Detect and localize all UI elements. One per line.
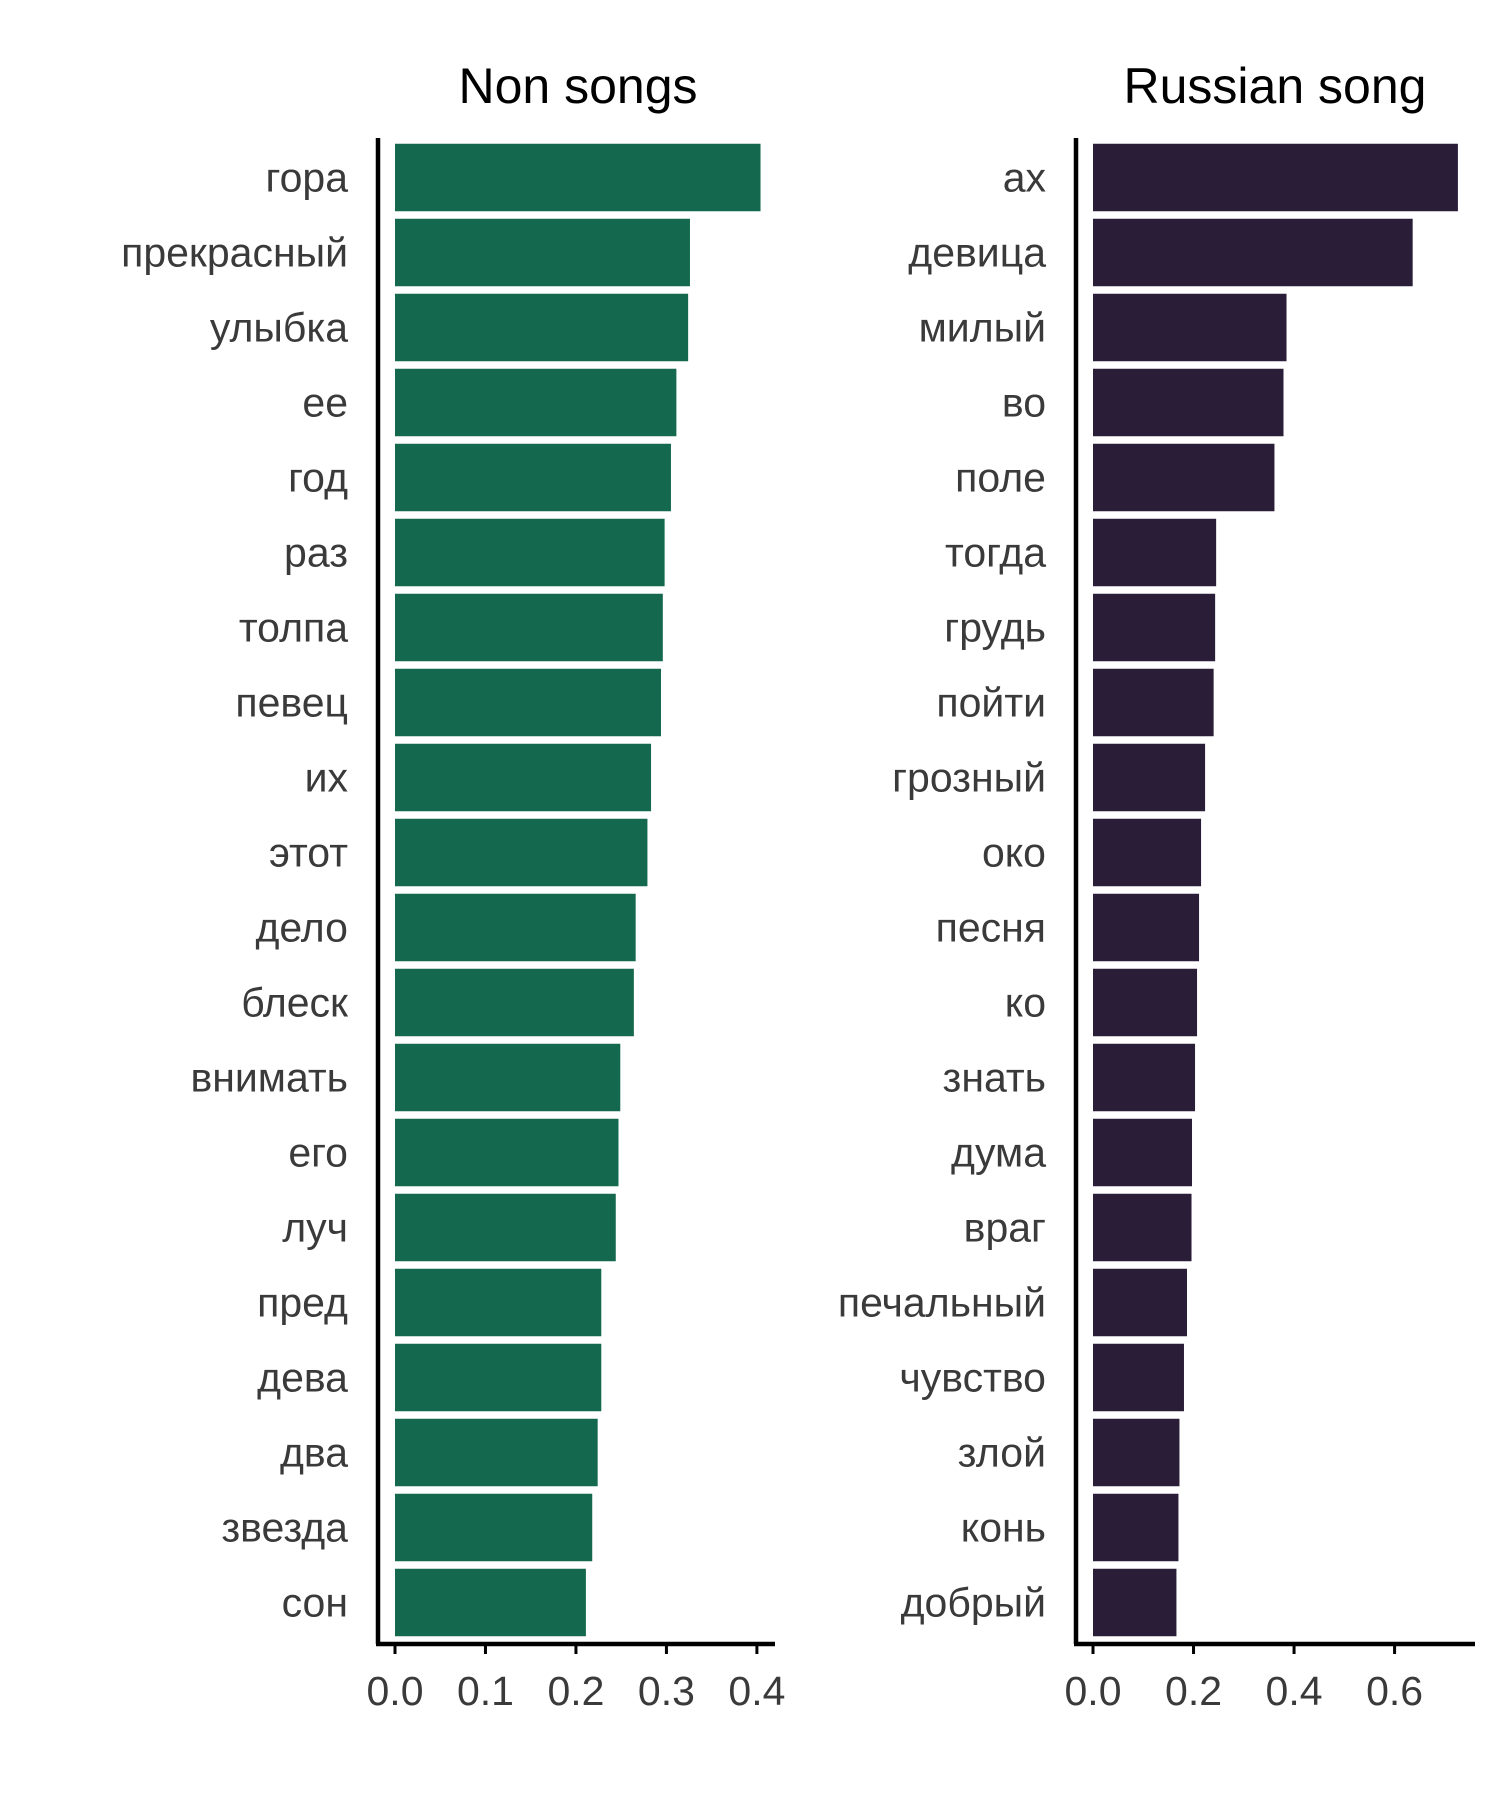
category-label: толпа [239,605,348,651]
x-tick-label: 0.4 [1266,1668,1323,1714]
bar-раз [395,518,665,587]
bar-песня [1093,893,1200,962]
category-label: во [1002,380,1046,426]
x-tick-label: 0.3 [638,1668,695,1714]
category-label: грозный [892,755,1046,801]
category-label: его [288,1130,348,1176]
bar-грозный [1093,743,1206,812]
bar-ко [1093,968,1198,1037]
bar-дело [395,893,636,962]
category-label: звезда [221,1505,348,1551]
category-label: пред [257,1280,348,1326]
bar-два [395,1418,598,1487]
bar-его [395,1118,619,1187]
bar-год [395,443,671,512]
bar-внимать [395,1043,621,1112]
bar-печальный [1093,1268,1187,1337]
category-label: гора [266,155,349,201]
category-label: блеск [241,980,349,1026]
category-label: песня [936,905,1046,951]
bar-враг [1093,1193,1192,1262]
bar-блеск [395,968,634,1037]
category-label: луч [282,1205,348,1251]
panel-title: Non songs [458,58,697,114]
category-label: милый [919,305,1046,351]
category-label: злой [958,1430,1046,1476]
bar-тогда [1093,518,1217,587]
bar-пойти [1093,668,1214,737]
bar-прекрасный [395,218,690,287]
bar-сон [395,1568,586,1637]
category-label: враг [964,1205,1046,1251]
category-label: певец [235,680,348,726]
bar-толпа [395,593,663,662]
category-label: сон [282,1580,348,1626]
category-label: тогда [945,530,1046,576]
panel-non-songs: Non songs гора прекрасный улыбка ее год раз тол… [121,58,785,1714]
category-label: внимать [190,1055,348,1101]
bar-злой [1093,1418,1180,1487]
category-label: раз [284,530,348,576]
bar-девица [1093,218,1413,287]
bar-улыбка [395,293,689,362]
bar-грудь [1093,593,1216,662]
category-label: ах [1003,155,1047,201]
bar-звезда [395,1493,593,1562]
x-tick-label: 0.0 [367,1668,424,1714]
category-label: пойти [936,680,1046,726]
category-label: чувство [899,1355,1046,1401]
bar-их [395,743,652,812]
bar-во [1093,368,1284,437]
category-label: улыбка [210,305,348,351]
category-label: поле [955,455,1046,501]
x-tick-label: 0.4 [728,1668,785,1714]
x-tick-label: 0.0 [1065,1668,1122,1714]
panel-russian-song: Russian song ах девица милый во поле тогда груд… [838,58,1475,1714]
category-label: дева [257,1355,348,1401]
bar-конь [1093,1493,1179,1562]
category-label: их [305,755,349,801]
x-tick-label: 0.1 [457,1668,514,1714]
category-label: око [982,830,1046,876]
panel-title: Russian song [1124,58,1427,114]
category-label: девица [908,230,1046,276]
bar-дума [1093,1118,1193,1187]
bar-ее [395,368,677,437]
category-label: ее [302,380,348,426]
category-label: ко [1005,980,1046,1026]
category-label: дело [255,905,348,951]
bar-этот [395,818,648,887]
category-label: добрый [901,1580,1046,1626]
bar-гора [395,143,761,212]
bar-поле [1093,443,1275,512]
bar-око [1093,818,1202,887]
bar-милый [1093,293,1287,362]
x-tick-label: 0.6 [1366,1668,1423,1714]
bar-чувство [1093,1343,1184,1412]
category-label: грудь [944,605,1046,651]
category-label: прекрасный [121,230,348,276]
x-tick-label: 0.2 [547,1668,604,1714]
category-label: знать [943,1055,1046,1101]
category-label: два [280,1430,348,1476]
bar-дева [395,1343,602,1412]
category-label: печальный [838,1280,1046,1326]
bar-певец [395,668,661,737]
category-label: год [288,455,348,501]
category-label: этот [269,830,348,876]
x-tick-label: 0.2 [1165,1668,1222,1714]
category-label: конь [961,1505,1046,1551]
bar-луч [395,1193,616,1262]
bar-добрый [1093,1568,1177,1637]
bar-ах [1093,143,1458,212]
bar-знать [1093,1043,1196,1112]
category-label: дума [951,1130,1046,1176]
bar-пред [395,1268,602,1337]
